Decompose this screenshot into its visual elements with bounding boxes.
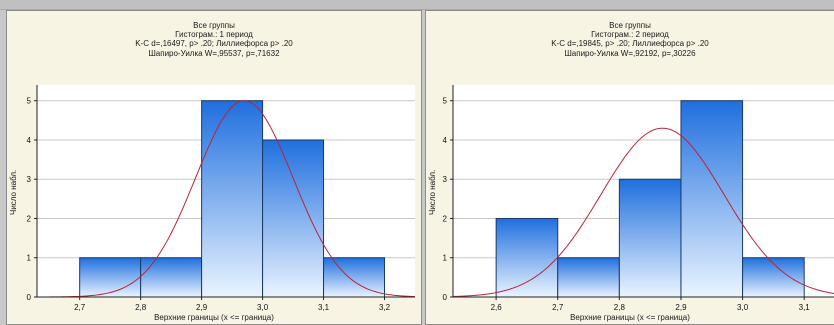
x-tick-label: 3,0: [737, 303, 749, 312]
x-tick-label: 3,1: [318, 303, 330, 312]
x-tick-label: 2,8: [614, 303, 626, 312]
histogram-bar: [79, 257, 142, 298]
histogram-panel-period-1: Все группы Гистограм.: 1 период K-C d=,1…: [6, 10, 422, 325]
x-axis-label: Верхние границы (x <= граница): [570, 313, 690, 322]
histogram-bar: [323, 257, 386, 298]
chart-subtitle: Гистограм.: 2 период: [591, 30, 669, 39]
x-tick-label: 2,7: [74, 303, 86, 312]
y-tick-label: 5: [27, 97, 32, 106]
x-tick-label: 3,1: [799, 303, 811, 312]
y-tick-label: 5: [443, 97, 448, 106]
y-tick-label: 2: [27, 214, 32, 223]
histogram-bar: [618, 178, 682, 298]
toolbar-strip: [0, 0, 834, 10]
histogram-panel-period-2: Все группы Гистограм.: 2 период K-C d=,1…: [425, 10, 834, 325]
histogram-bar: [262, 139, 325, 298]
histogram-bar: [680, 100, 744, 298]
normal-fit-curve: [36, 100, 416, 298]
histogram-bar: [557, 257, 620, 298]
y-tick-label: 3: [27, 175, 32, 184]
histogram-bar: [140, 257, 203, 298]
histogram-bar: [495, 217, 559, 298]
histogram-plot: 0 1 2 3 4 5 2,7 2,8 2,9 3,0 3,1 3,2: [27, 85, 416, 312]
y-tick-label: 4: [27, 136, 32, 145]
x-tick-label: 3,0: [257, 303, 269, 312]
y-axis-label: Число набл.: [428, 169, 437, 215]
y-tick-label: 3: [443, 175, 448, 184]
y-axis-label: Число набл.: [9, 169, 18, 215]
y-tick-label: 1: [443, 254, 448, 263]
normal-fit-curve: [452, 127, 834, 297]
chart-stats-shapiro: Шапиро-Уилка W=,95537, p=,71632: [148, 49, 280, 58]
chart-stats-ks: K-C d=,19845, p> .20; Лиллиефорса p> .20: [551, 39, 709, 48]
histogram-bar: [201, 100, 264, 298]
x-axis-label: Верхние границы (x <= граница): [154, 313, 274, 322]
x-tick-label: 2,8: [135, 303, 147, 312]
chart-title: Все группы: [193, 21, 235, 30]
chart-stats-ks: K-C d=,16497, p> .20; Лиллиефорса p> .20: [135, 39, 293, 48]
chart-subtitle: Гистограм.: 1 период: [175, 30, 253, 39]
y-tick-label: 2: [443, 214, 448, 223]
y-tick-label: 0: [443, 293, 448, 302]
y-tick-label: 1: [27, 254, 32, 263]
chart-title: Все группы: [609, 21, 651, 30]
x-tick-label: 2,7: [552, 303, 564, 312]
x-tick-label: 2,9: [196, 303, 208, 312]
chart-stats-shapiro: Шапиро-Уилка W=,92192, p=,30226: [564, 49, 696, 58]
x-tick-label: 2,9: [675, 303, 687, 312]
y-tick-label: 0: [27, 293, 32, 302]
y-tick-label: 4: [443, 136, 448, 145]
histogram-plot: 0 1 2 3 4 5 2,6 2,7 2,8 2,9 3,0 3,1: [443, 85, 834, 312]
x-tick-label: 3,2: [379, 303, 391, 312]
x-tick-label: 2,6: [491, 303, 503, 312]
